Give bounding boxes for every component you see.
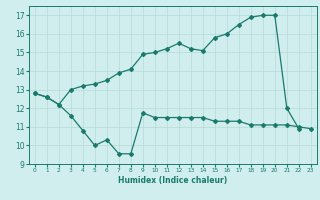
X-axis label: Humidex (Indice chaleur): Humidex (Indice chaleur)	[118, 176, 228, 185]
